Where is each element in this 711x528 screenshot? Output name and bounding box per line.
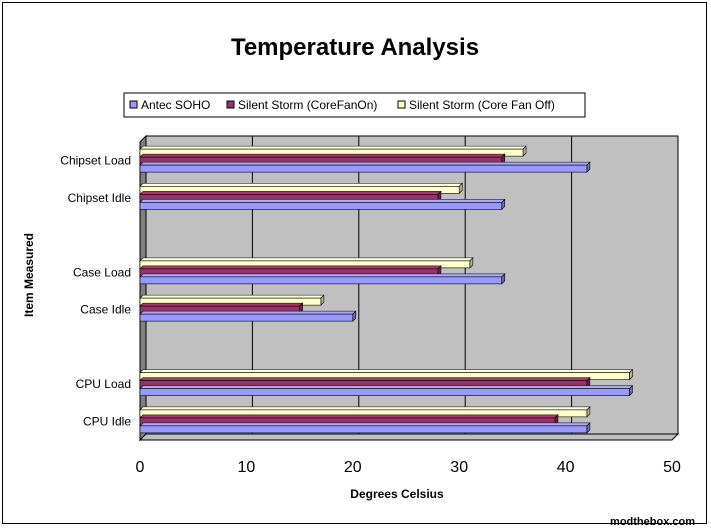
bar-top [139, 145, 527, 150]
bar [139, 182, 463, 195]
bar-top [139, 191, 442, 195]
bar-top [139, 161, 591, 166]
y-tick-label: Chipset Load [60, 154, 131, 168]
bar-top [139, 406, 591, 411]
bar-face [139, 276, 503, 285]
y-tick-label: Case Idle [80, 303, 131, 317]
bar-face [139, 388, 630, 396]
bar-top [139, 310, 357, 315]
bar [139, 153, 506, 165]
bar-top [139, 199, 506, 203]
bar-top [139, 265, 442, 270]
legend-item: Silent Storm (Core Fan Off) [397, 98, 555, 112]
legend-swatch [129, 100, 138, 109]
bar [139, 145, 527, 157]
y-tick-label: Case Load [73, 265, 131, 279]
y-tick-label: CPU Idle [83, 414, 131, 428]
bar [139, 257, 474, 269]
x-tick-label: 40 [557, 459, 575, 476]
legend-box [123, 92, 586, 118]
bar-top [139, 369, 634, 373]
legend-swatch [397, 100, 406, 109]
bar-face [139, 425, 588, 434]
bar-face [139, 313, 354, 322]
y-tick-label: CPU Load [76, 377, 131, 391]
legend-label: Silent Storm (Core Fan Off) [409, 98, 555, 112]
plot-floor [138, 433, 680, 441]
y-axis-label: Item Measured [22, 233, 36, 317]
bar-top [139, 302, 304, 307]
bar-top [139, 153, 506, 158]
bar-top [139, 422, 591, 427]
legend-label: Silent Storm (CoreFanOn) [238, 98, 377, 112]
bar [139, 198, 506, 211]
bar-top [139, 385, 634, 389]
legend-item: Silent Storm (CoreFanOn) [226, 98, 377, 112]
bar [139, 414, 559, 426]
chart-title: Temperature Analysis [231, 34, 479, 61]
bar-top [139, 377, 591, 381]
x-tick-label: 20 [344, 459, 362, 476]
bar-top [139, 273, 506, 278]
watermark: modthebox.com [610, 516, 695, 528]
legend-swatch [226, 100, 235, 109]
bar [139, 310, 357, 322]
x-tick-label: 10 [238, 459, 256, 476]
bar-top [139, 294, 325, 299]
bar [139, 422, 591, 434]
bar-top [139, 414, 559, 419]
legend-item: Antec SOHO [129, 98, 210, 112]
x-tick-label: 0 [136, 459, 145, 476]
legend: Antec SOHO Silent Storm (CoreFanOn) Silent… [123, 92, 586, 118]
bar [139, 161, 591, 173]
bar [139, 384, 634, 397]
bar [139, 273, 506, 285]
bar [139, 406, 591, 418]
x-axis-label: Degrees Celsius [350, 487, 444, 501]
bar-top [139, 257, 474, 262]
y-tick-label: Chipset Idle [68, 191, 132, 205]
bar-face [139, 202, 503, 210]
x-tick-label: 30 [450, 459, 468, 476]
legend-label: Antec SOHO [141, 98, 210, 112]
bar-top [139, 183, 463, 187]
x-tick-label: 50 [663, 459, 681, 476]
bar-face [139, 164, 588, 173]
